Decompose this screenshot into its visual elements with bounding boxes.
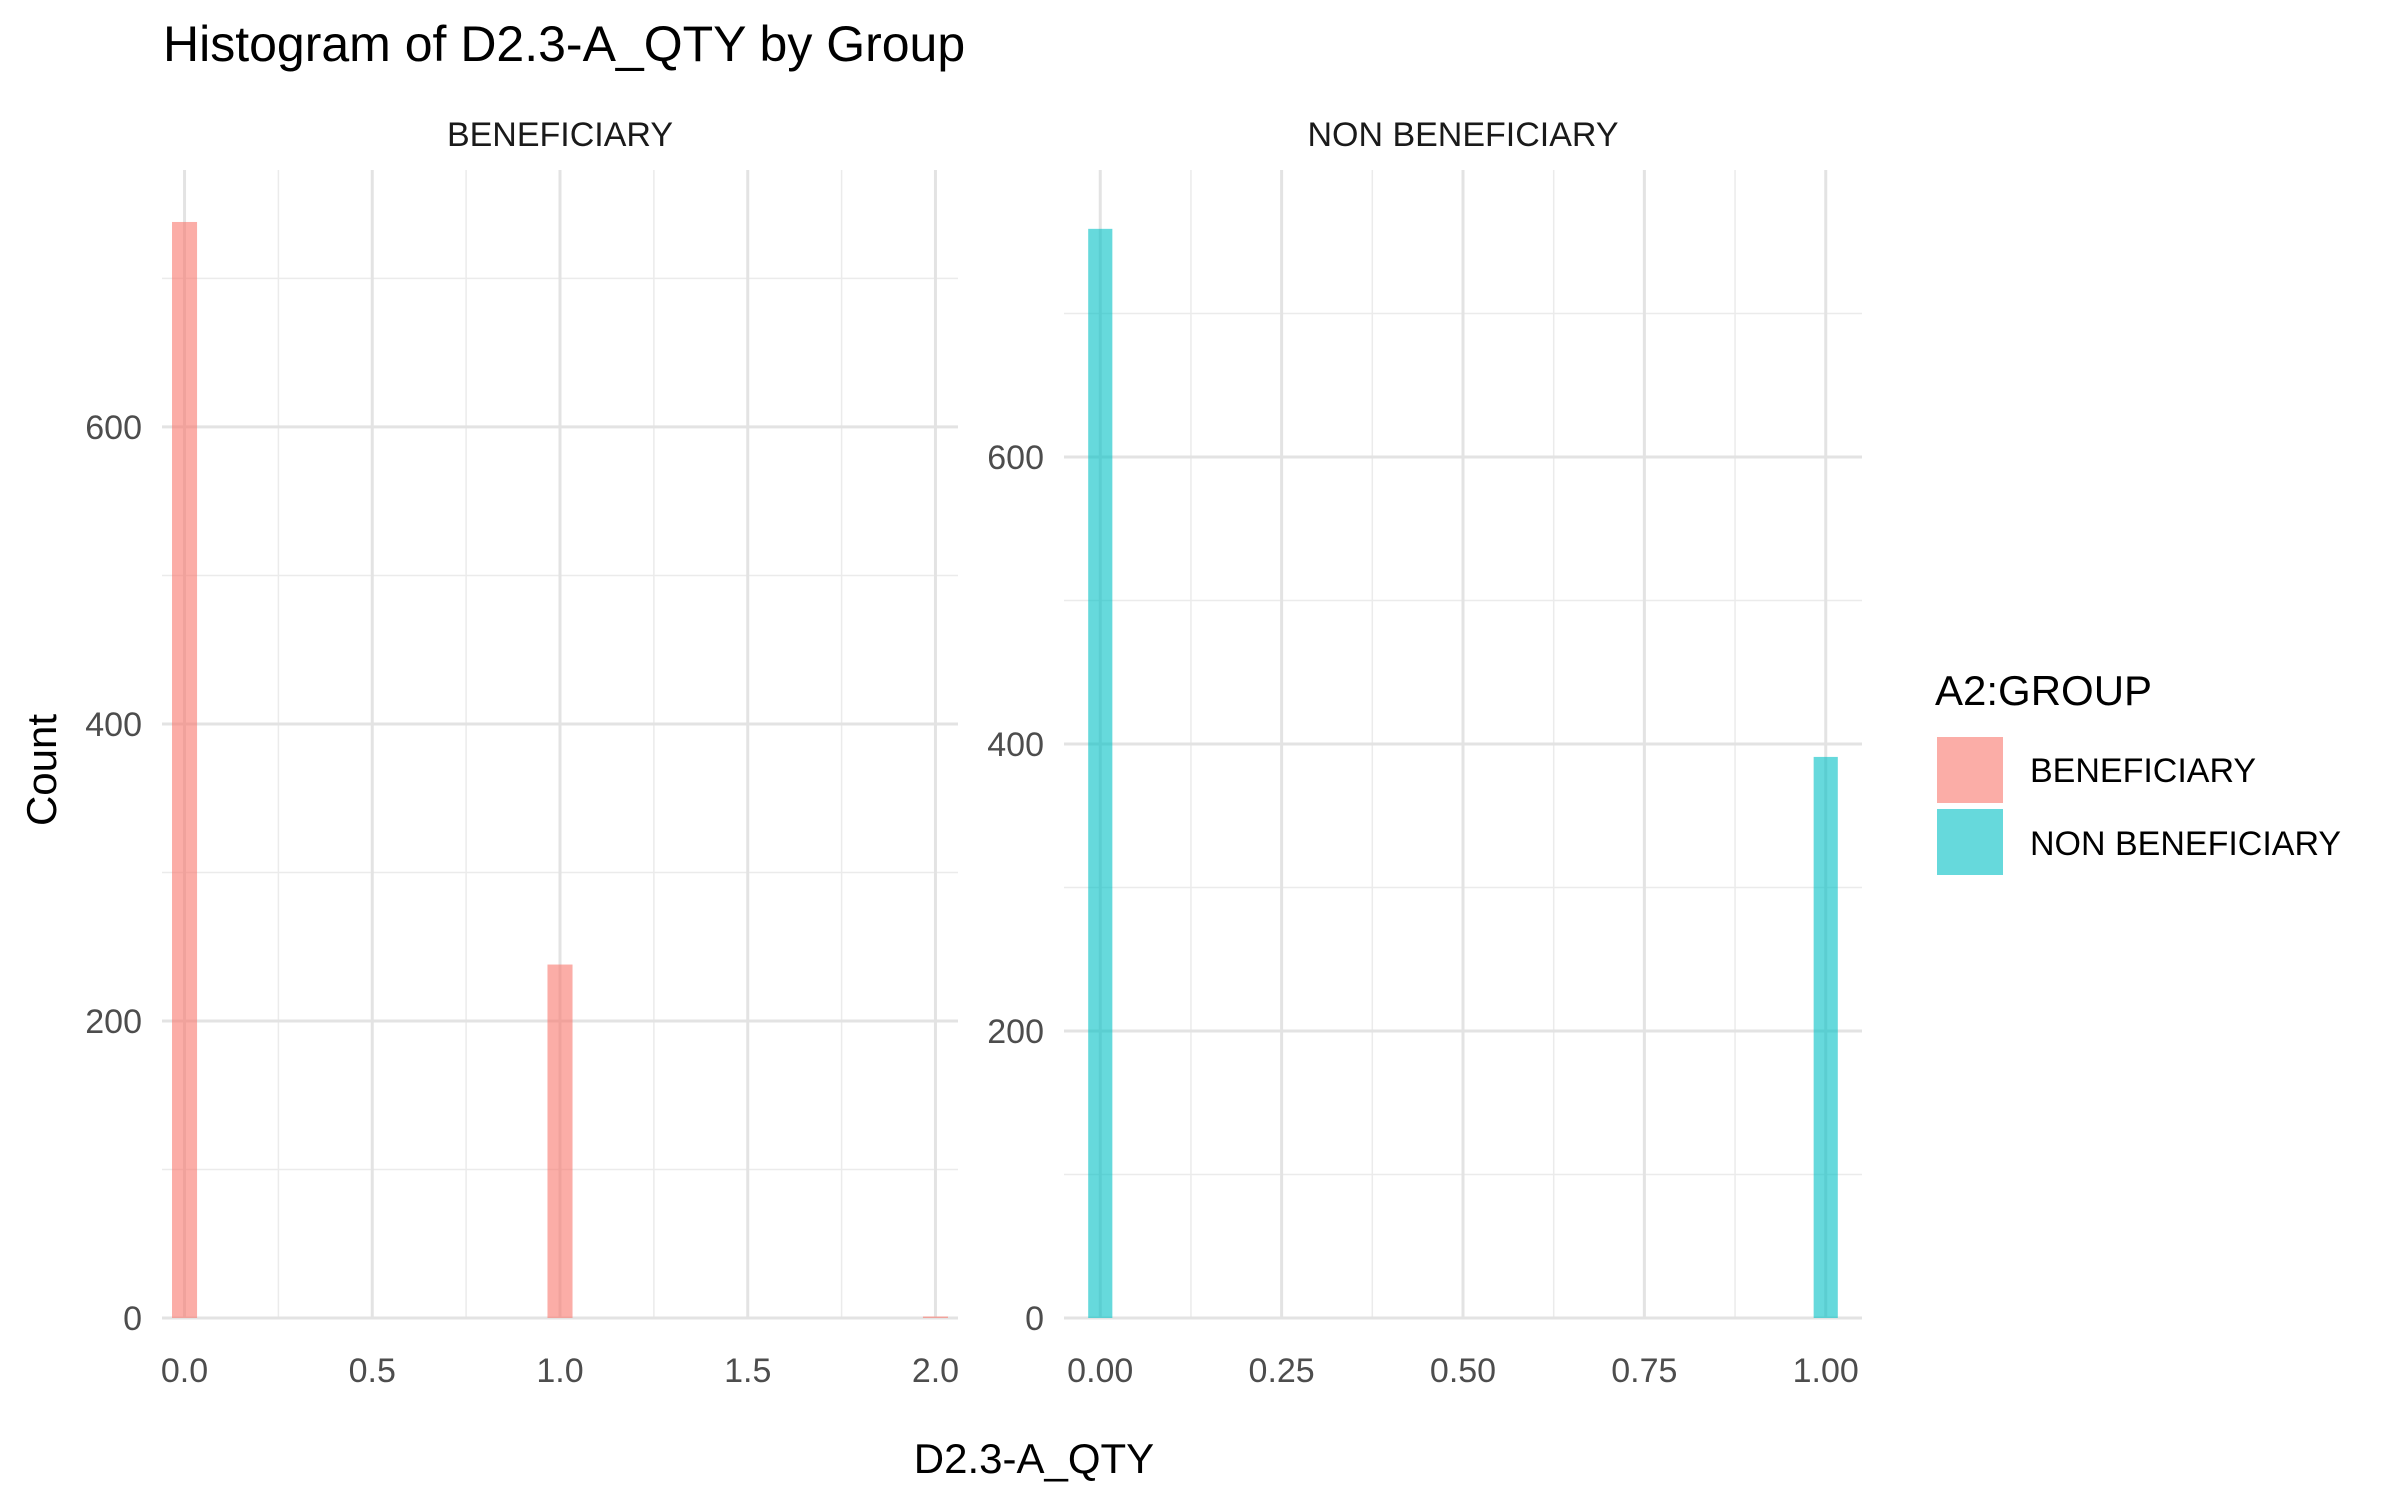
y-tick-label: 0 [1025, 1300, 1044, 1338]
x-tick-label: 0.5 [349, 1352, 396, 1390]
x-tick-label: 0.75 [1611, 1352, 1677, 1390]
x-tick-label: 0.50 [1430, 1352, 1496, 1390]
x-tick-label: 2.0 [912, 1352, 959, 1390]
x-tick-label: 0.00 [1067, 1352, 1133, 1390]
y-axis-title: Count [18, 714, 65, 826]
y-tick-label: 600 [85, 409, 142, 447]
y-tick-label: 600 [987, 439, 1044, 477]
facet-panel: 0.00 0.25 0.50 0.75 1.00 0 200 400 600 NON BENEFI… [987, 116, 1862, 1390]
legend-key-non-beneficiary [1937, 809, 2003, 875]
facet-strip-label: NON BENEFICIARY [1307, 116, 1618, 154]
histogram-bar [1088, 228, 1113, 1319]
y-tick-label: 200 [987, 1013, 1044, 1051]
x-tick-label: 1.0 [536, 1352, 583, 1390]
x-tick-label: 0.25 [1249, 1352, 1315, 1390]
facet-strip-label: BENEFICIARY [447, 116, 673, 154]
chart-title: Histogram of D2.3-A_QTY by Group [163, 16, 965, 72]
legend-label-beneficiary: BENEFICIARY [2030, 752, 2256, 790]
histogram-bar [1813, 756, 1838, 1318]
legend-title: A2:GROUP [1935, 667, 2152, 714]
legend-label-non-beneficiary: NON BENEFICIARY [2030, 825, 2341, 863]
x-axis-title: D2.3-A_QTY [914, 1435, 1154, 1482]
x-tick-label: 1.5 [724, 1352, 771, 1390]
facet-panel: 0.0 0.5 1.0 1.5 2.0 0 200 400 600 BENEFICIARY [85, 116, 959, 1390]
x-tick-label: 1.00 [1793, 1352, 1859, 1390]
legend: A2:GROUP BENEFICIARY NON BENEFICIARY [1935, 667, 2341, 875]
histogram-bar [172, 221, 198, 1319]
facet-panels: 0.0 0.5 1.0 1.5 2.0 0 200 400 600 BENEFICIARY 0.00… [85, 116, 1862, 1390]
histogram-bar [547, 964, 573, 1318]
y-tick-label: 0 [123, 1300, 142, 1338]
x-tick-label: 0.0 [161, 1352, 208, 1390]
legend-key-beneficiary [1937, 737, 2003, 803]
y-tick-label: 200 [85, 1003, 142, 1041]
histogram-bar [922, 1316, 948, 1318]
y-tick-label: 400 [85, 706, 142, 744]
y-tick-label: 400 [987, 726, 1044, 764]
